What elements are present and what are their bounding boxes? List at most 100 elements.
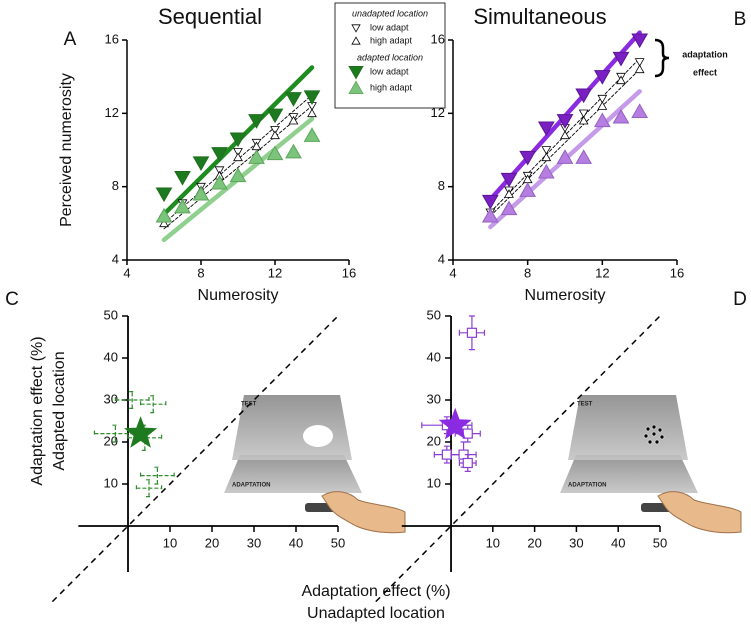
- data-point: [248, 149, 265, 164]
- error-bar-y: [154, 466, 161, 485]
- data-point: [578, 115, 589, 125]
- data-point: [500, 200, 518, 216]
- x-tick-label: 30: [247, 535, 261, 550]
- x-axis-label: Numerosity: [198, 287, 279, 304]
- legend-title: unadapted location: [352, 8, 428, 18]
- data-point: [192, 185, 210, 201]
- panel-letter: D: [733, 289, 747, 310]
- data-point: [214, 166, 225, 175]
- inset-label: ADAPTATION: [568, 483, 606, 489]
- error-bar-x: [127, 434, 163, 441]
- data-point: [174, 198, 191, 214]
- data-point: [303, 127, 321, 142]
- data-point: [155, 187, 173, 203]
- data-point: [593, 70, 611, 85]
- y-tick-label: 30: [427, 391, 441, 406]
- data-point: [519, 150, 537, 166]
- data-point: [612, 51, 630, 67]
- data-point: [597, 101, 608, 110]
- x-tick-label: 30: [569, 535, 583, 550]
- y-tick-label: 8: [438, 178, 445, 193]
- identity-line: [51, 315, 339, 603]
- data-point: [233, 148, 243, 157]
- x-tick-label: 40: [289, 535, 303, 550]
- data-point: [537, 163, 555, 179]
- data-point: [159, 218, 169, 228]
- error-bar-x: [135, 485, 163, 492]
- legend-label: high adapt: [370, 35, 413, 45]
- y-tick-label: 16: [105, 31, 119, 46]
- data-point: [285, 143, 302, 159]
- data-point: [634, 64, 645, 74]
- y-tick-label: 40: [104, 349, 118, 364]
- y-tick-label: 4: [112, 251, 119, 266]
- x-axis-label: Numerosity: [525, 287, 606, 304]
- data-point: [192, 156, 210, 171]
- data-point: [560, 130, 570, 140]
- x-axis-label: Unadapted location: [307, 605, 445, 622]
- error-bar-x: [140, 401, 167, 408]
- legend-title: adapted location: [357, 52, 423, 62]
- data-point: [575, 149, 593, 164]
- mean-star: [438, 407, 472, 440]
- legend-marker: [351, 36, 361, 45]
- data-point: [593, 112, 611, 128]
- x-axis-label: Adaptation effect (%): [301, 583, 450, 600]
- legend-label: low adapt: [370, 66, 409, 76]
- panel-letter: A: [64, 29, 77, 50]
- data-point: [285, 92, 302, 107]
- x-tick-label: 16: [342, 265, 356, 280]
- mean-star: [124, 416, 158, 448]
- data-point: [597, 94, 608, 104]
- y-tick-label: 20: [427, 433, 441, 448]
- data-point: [229, 132, 247, 148]
- x-tick-label: 50: [331, 535, 345, 550]
- y-axis-label: Perceived numerosity: [58, 73, 75, 227]
- y-tick-label: 50: [104, 307, 118, 322]
- data-point: [541, 146, 552, 155]
- x-tick-label: 10: [486, 535, 500, 550]
- data-point: [616, 75, 626, 85]
- inset-label: ADAPTATION: [232, 483, 270, 489]
- data-point: [270, 126, 280, 135]
- data-point: [266, 145, 284, 161]
- data-point: [211, 147, 228, 162]
- x-tick-label: 8: [524, 265, 531, 280]
- y-axis-label: Adaptation effect (%): [29, 336, 46, 485]
- x-tick-label: 4: [449, 265, 456, 280]
- bracket: [654, 38, 670, 78]
- panel-letter: C: [5, 289, 19, 310]
- data-point: [500, 172, 518, 188]
- data-point: [441, 449, 452, 460]
- fit-line: [489, 68, 641, 217]
- panel-letter: B: [734, 9, 747, 30]
- fit-line: [163, 105, 313, 230]
- data-point: [537, 121, 555, 137]
- data-point: [266, 108, 284, 124]
- x-tick-label: 16: [670, 265, 684, 280]
- data-point: [556, 114, 574, 129]
- data-point: [519, 182, 537, 197]
- data-point: [174, 171, 191, 186]
- data-point: [303, 90, 321, 105]
- legend-label: high adapt: [370, 82, 413, 92]
- y-tick-label: 16: [431, 31, 445, 46]
- data-point: [631, 33, 649, 49]
- data-point: [541, 152, 552, 162]
- x-tick-label: 12: [268, 265, 282, 280]
- legend-marker: [351, 24, 361, 33]
- x-tick-label: 40: [611, 535, 625, 550]
- inset-label: TEST: [577, 402, 593, 408]
- data-point: [211, 174, 228, 190]
- x-tick-label: 10: [163, 535, 177, 550]
- y-tick-label: 12: [431, 105, 445, 120]
- data-point: [575, 88, 593, 104]
- x-tick-label: 12: [595, 265, 609, 280]
- x-tick-label: 8: [197, 265, 204, 280]
- y-tick-label: 40: [427, 349, 441, 364]
- y-tick-label: 4: [438, 251, 445, 266]
- annotation: adaptation: [682, 49, 728, 59]
- legend-marker: [348, 80, 364, 94]
- y-tick-label: 10: [104, 475, 118, 490]
- legend-marker: [348, 66, 364, 80]
